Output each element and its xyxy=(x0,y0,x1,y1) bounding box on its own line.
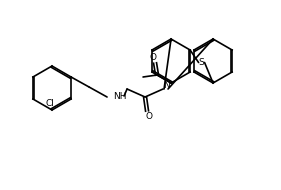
Text: NH: NH xyxy=(113,93,126,101)
Text: Cl: Cl xyxy=(46,100,55,108)
Text: O: O xyxy=(149,52,157,62)
Text: S: S xyxy=(199,58,205,67)
Text: O: O xyxy=(146,112,153,121)
Text: N: N xyxy=(163,82,169,90)
